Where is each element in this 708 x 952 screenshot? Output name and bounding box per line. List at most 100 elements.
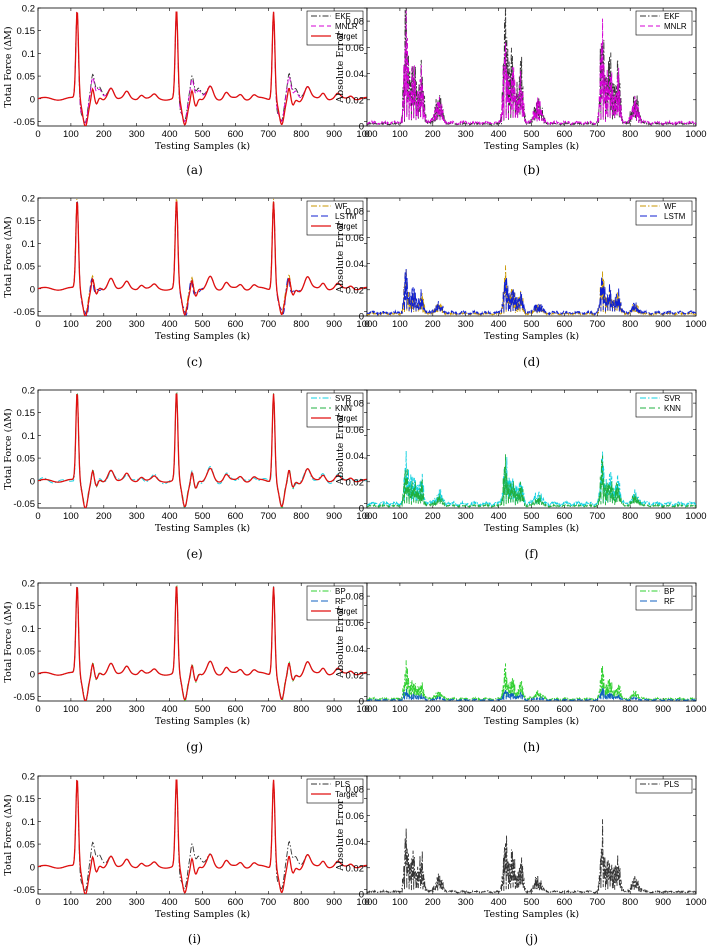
x-tick-label: 800 — [293, 319, 309, 330]
y-axis-label: Absolute Error — [335, 413, 346, 486]
legend-label-ekf: EKF — [335, 12, 351, 21]
x-tick-label: 0 — [35, 319, 40, 330]
legend-label-lstm: LSTM — [664, 212, 686, 221]
series-line-wf — [38, 198, 367, 316]
x-tick-label: 1000 — [356, 319, 377, 330]
panel-caption: (h) — [523, 740, 540, 754]
y-tick-label: 0.05 — [17, 647, 36, 658]
series-line-rf — [367, 686, 696, 701]
y-tick-label: 0.08 — [346, 399, 365, 410]
panel-caption: (i) — [188, 932, 201, 946]
y-tick-label: -0.05 — [13, 499, 35, 510]
x-tick-label: 100 — [392, 319, 408, 330]
legend-label-svr: SVR — [335, 394, 352, 403]
x-tick-label: 900 — [655, 704, 671, 715]
x-tick-label: 300 — [129, 897, 145, 908]
y-tick-label: 0.15 — [17, 794, 36, 805]
y-tick-label: 0.08 — [346, 592, 365, 603]
panel-caption: (c) — [186, 355, 202, 369]
x-tick-label: 400 — [162, 511, 178, 522]
legend-box — [635, 10, 693, 36]
x-tick-label: 100 — [63, 704, 79, 715]
y-tick-label: 0 — [30, 669, 35, 680]
y-tick-label: 0 — [359, 697, 364, 708]
x-tick-label: 1000 — [356, 704, 377, 715]
legend-label-mnlr: MNLR — [335, 22, 358, 31]
x-tick-label: 900 — [326, 897, 342, 908]
y-tick-label: 0.15 — [17, 408, 36, 419]
legend-label-target: Target — [335, 32, 358, 41]
x-axis-label: Testing Samples (k) — [484, 141, 579, 152]
legend-label-pls: PLS — [664, 780, 679, 789]
y-tick-label: 0 — [30, 862, 35, 873]
legend-label-wf: WF — [664, 202, 677, 211]
x-tick-label: 900 — [655, 319, 671, 330]
legend-label-rf: RF — [664, 597, 675, 606]
y-tick-label: 0.04 — [346, 451, 365, 462]
x-tick-label: 0 — [364, 511, 369, 522]
x-tick-label: 800 — [622, 511, 638, 522]
x-tick-label: 900 — [655, 129, 671, 140]
x-tick-label: 400 — [162, 897, 178, 908]
x-tick-label: 0 — [364, 897, 369, 908]
legend-label-wf: WF — [335, 202, 348, 211]
x-tick-label: 600 — [227, 897, 243, 908]
legend-label-target: Target — [335, 790, 358, 799]
legend-label-bp: BP — [335, 587, 346, 596]
x-tick-label: 1000 — [356, 897, 377, 908]
x-tick-label: 1000 — [685, 511, 706, 522]
x-axis-label: Testing Samples (k) — [484, 716, 579, 727]
x-tick-label: 0 — [35, 511, 40, 522]
y-tick-label: 0.2 — [22, 386, 35, 397]
x-tick-label: 200 — [425, 511, 441, 522]
legend: PLS — [635, 778, 693, 794]
x-tick-label: 900 — [326, 129, 342, 140]
legend-label-mnlr: MNLR — [664, 22, 687, 31]
y-tick-label: 0.1 — [22, 239, 35, 250]
x-tick-label: 700 — [260, 319, 276, 330]
x-tick-label: 500 — [524, 897, 540, 908]
x-tick-label: 0 — [364, 319, 369, 330]
legend-label-knn: KNN — [335, 404, 352, 413]
y-tick-label: 0.02 — [346, 863, 365, 874]
legend-label-target: Target — [335, 607, 358, 616]
legend-box — [306, 778, 364, 804]
y-tick-label: 0.04 — [346, 259, 365, 270]
y-tick-label: 0.06 — [346, 425, 365, 436]
x-tick-label: 400 — [162, 704, 178, 715]
y-tick-label: 0.08 — [346, 785, 365, 796]
x-tick-label: 200 — [425, 319, 441, 330]
y-axis-label: Total Force (ΔM) — [3, 794, 14, 875]
x-tick-label: 1000 — [356, 511, 377, 522]
y-tick-label: 0.05 — [17, 840, 36, 851]
x-tick-label: 200 — [425, 704, 441, 715]
y-axis-label: Total Force (ΔM) — [3, 216, 14, 297]
legend-box — [635, 585, 693, 611]
series-line-target — [38, 11, 367, 126]
series-line-target — [38, 393, 367, 508]
x-tick-label: 200 — [96, 319, 112, 330]
x-tick-label: 1000 — [685, 704, 706, 715]
x-tick-label: 100 — [392, 704, 408, 715]
x-tick-label: 400 — [491, 129, 507, 140]
x-tick-label: 800 — [293, 704, 309, 715]
x-axis-label: Testing Samples (k) — [484, 523, 579, 534]
series-line-target — [38, 779, 367, 894]
x-axis-label: Testing Samples (k) — [155, 331, 250, 342]
y-tick-label: 0 — [359, 122, 364, 133]
y-tick-label: 0 — [359, 504, 364, 515]
y-tick-label: 0.04 — [346, 644, 365, 655]
x-tick-label: 800 — [293, 129, 309, 140]
x-tick-label: 800 — [622, 319, 638, 330]
y-tick-label: 0.06 — [346, 811, 365, 822]
x-tick-label: 700 — [589, 704, 605, 715]
x-tick-label: 700 — [589, 897, 605, 908]
legend-label-target: Target — [335, 222, 358, 231]
x-tick-label: 0 — [364, 704, 369, 715]
panel-caption: (j) — [525, 932, 538, 946]
x-tick-label: 300 — [458, 897, 474, 908]
